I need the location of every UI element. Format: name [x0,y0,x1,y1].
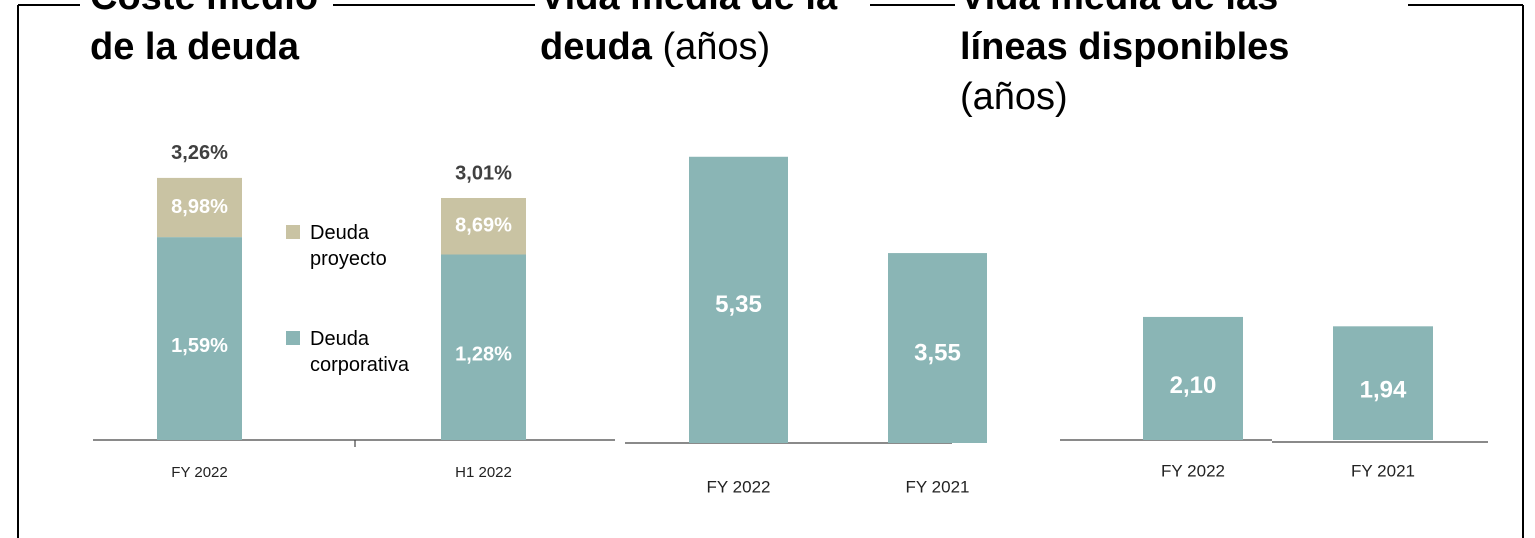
value-label: 2,10 [1170,372,1217,399]
x-tick-label: FY 2022 [171,464,227,481]
value-label: 1,28% [455,344,512,366]
value-label: 1,59% [171,335,228,357]
bar [888,253,987,443]
bar-segment [157,177,242,238]
bar-segment [157,237,242,440]
total-label: 3,26% [171,142,228,164]
legend-item: Deuda proyecto [310,222,387,270]
value-label: 1,94 [1360,377,1407,404]
value-label: 8,69% [455,215,512,237]
value-label: 5,35 [715,291,762,318]
bar-segment [441,254,526,440]
value-label: 3,55 [914,339,961,366]
x-tick-label: FY 2021 [1351,461,1415,480]
title-1: Coste medio de la deuda [90,0,318,68]
legend-swatch [286,331,300,345]
x-tick-label: H1 2022 [455,464,512,481]
x-tick-label: FY 2022 [707,477,771,496]
legend-item: Deuda corporativa [310,328,409,376]
bar-segment [441,197,526,255]
bar [1143,316,1243,440]
title-2: Vida media de la deuda (años) [540,0,837,68]
x-tick-label: FY 2021 [906,477,970,496]
title-3: Vida media de las líneas disponibles (añ… [960,0,1290,118]
bar [689,156,788,443]
x-tick-label: FY 2022 [1161,461,1225,480]
frame [17,4,1524,538]
axes [93,439,1488,447]
value-label: 8,98% [171,196,228,218]
legend-swatch [286,225,300,239]
bar [1333,326,1433,440]
total-label: 3,01% [455,162,512,184]
